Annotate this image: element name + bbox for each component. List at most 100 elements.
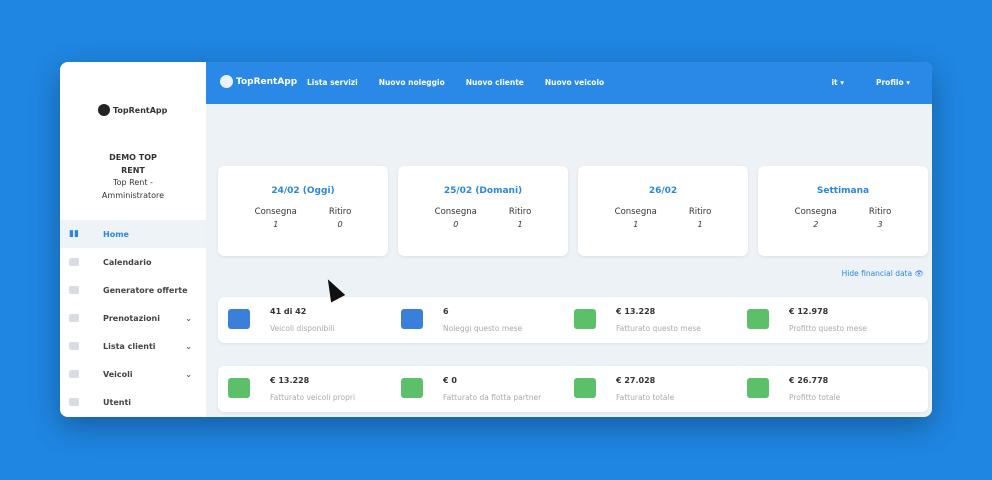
header-logo[interactable]: TopRentApp [220,75,297,88]
ritiro-value: 3 [877,220,883,229]
stat-label: Fatturato veicoli propri [270,393,356,402]
sidebar-item-label: Home [103,229,129,239]
sidebar-menu: ▮▮ Home Calendario Generatore offerte Prenot… [60,220,206,416]
ritiro-count: Ritiro 1 [689,207,711,229]
sidebar-item-label: Veicoli [103,369,133,379]
ritiro-label: Ritiro [688,207,712,217]
stat-value: € 13.228 [270,376,310,385]
nav-link-lista-servizi[interactable]: Lista servizi [307,78,358,87]
user-info: DEMO TOP RENT Top Rent - Amministratore [60,152,206,202]
nav-links: Lista servizi Nuovo noleggio Nuovo cliente… [307,78,604,87]
logo-text: TopRentApp [236,76,298,87]
sidebar-item-utenti[interactable]: Utenti [60,388,206,416]
sidebar: TopRentApp DEMO TOP RENT Top Rent - Ammin… [60,62,206,417]
sidebar-logo[interactable]: TopRentApp [98,104,167,116]
stat-label: Fatturato da flotta partner [443,393,542,402]
card-title: 24/02 (Oggi) [271,186,335,196]
consegna-count: Consegna 2 [795,207,837,229]
banknote-icon [574,309,596,329]
company-name: DEMO TOP RENT [109,153,157,175]
consegna-value: 1 [633,220,639,229]
chevron-down-icon: ⌄ [185,313,192,323]
hide-financial-data-link[interactable]: Hide financial data 👁 [841,269,924,278]
stat-value: € 26.778 [789,376,829,385]
booking-icon [69,314,79,322]
stat-label: Noleggi questo mese [443,324,523,333]
handshake-icon [401,378,423,398]
ritiro-count: Ritiro 0 [329,207,351,229]
clients-icon [69,342,79,350]
sidebar-item-label: Lista clienti [103,341,156,351]
calendar-icon [69,258,79,266]
ritiro-value: 0 [337,220,343,229]
consegna-count: Consegna 0 [435,207,477,229]
cars-icon [228,378,250,398]
stat-item: € 13.228 Fatturato questo mese [564,297,734,343]
sidebar-item-label: Prenotazioni [103,313,160,323]
sidebar-item-calendario[interactable]: Calendario [60,248,206,276]
ritiro-value: 1 [697,220,703,229]
profile-dropdown[interactable]: Profilo ▾ [875,78,910,87]
card-counts: Consegna 1 Ritiro 1 [578,207,748,229]
stat-value: € 0 [443,376,457,385]
stat-value: 6 [443,307,449,316]
sidebar-item-lista-clienti[interactable]: Lista clienti ⌄ [60,332,206,360]
consegna-count: Consegna 1 [255,207,297,229]
consegna-value: 1 [273,220,279,229]
day-summary-card[interactable]: Settimana Consegna 2 Ritiro 3 [758,166,928,256]
logo-icon [220,75,233,88]
stat-value: € 12.978 [789,307,829,316]
dollar-growth-icon [574,378,596,398]
top-navbar: TopRentApp Lista servizi Nuovo noleggio Nu… [206,62,932,104]
sidebar-item-label: Generatore offerte [103,285,188,295]
stats-row-2: € 13.228 Fatturato veicoli propri € 0 Fattu… [218,366,928,412]
offer-icon [69,286,79,294]
logo-text: TopRentApp [113,105,168,115]
banknote-icon [747,309,769,329]
sidebar-item-generatore-offerte[interactable]: Generatore offerte [60,276,206,304]
consegna-label: Consegna [614,207,657,217]
user-icon [69,398,79,406]
stat-item: € 26.778 Profitto totale [737,366,907,412]
stat-item: 6 Noleggi questo mese [391,297,561,343]
card-title: 26/02 [648,186,678,196]
card-title: Settimana [816,186,870,196]
stat-value: 41 di 42 [270,307,307,316]
day-summary-card[interactable]: 25/02 (Domani) Consegna 0 Ritiro 1 [398,166,568,256]
stat-item: € 27.028 Fatturato totale [564,366,734,412]
consegna-value: 2 [813,220,819,229]
bar-chart-icon: ▮▮ [69,229,79,239]
nav-link-nuovo-veicolo[interactable]: Nuovo veicolo [544,78,605,87]
chevron-down-icon: ⌄ [185,341,192,351]
ritiro-label: Ritiro [328,207,352,217]
stat-label: Fatturato totale [616,393,675,402]
car-icon [69,370,79,378]
stat-item: 41 di 42 Veicoli disponibili [218,297,388,343]
sidebar-item-veicoli[interactable]: Veicoli ⌄ [60,360,206,388]
sidebar-item-home[interactable]: ▮▮ Home [60,220,206,248]
stats-row-1: 41 di 42 Veicoli disponibili 6 Noleggi ques… [218,297,928,343]
stat-value: € 13.228 [616,307,656,316]
sidebar-item-prenotazioni[interactable]: Prenotazioni ⌄ [60,304,206,332]
day-summary-card[interactable]: 24/02 (Oggi) Consegna 1 Ritiro 0 [218,166,388,256]
ritiro-label: Ritiro [508,207,532,217]
app-window: TopRentApp DEMO TOP RENT Top Rent - Ammin… [60,62,932,417]
clipboard-icon [401,309,423,329]
stat-label: Veicoli disponibili [270,324,335,333]
day-summary-card[interactable]: 26/02 Consegna 1 Ritiro 1 [578,166,748,256]
consegna-label: Consegna [434,207,477,217]
logo-icon [98,104,110,116]
car-icon [228,309,250,329]
ritiro-count: Ritiro 3 [869,207,891,229]
sidebar-item-label: Utenti [103,397,132,407]
language-dropdown[interactable]: it ▾ [831,78,844,87]
consegna-label: Consegna [794,207,837,217]
nav-link-nuovo-noleggio[interactable]: Nuovo noleggio [378,78,445,87]
chevron-down-icon: ⌄ [185,369,192,379]
stat-item: € 12.978 Profitto questo mese [737,297,907,343]
card-counts: Consegna 0 Ritiro 1 [398,207,568,229]
consegna-count: Consegna 1 [615,207,657,229]
money-bag-icon [747,378,769,398]
stat-label: Profitto questo mese [789,324,867,333]
nav-link-nuovo-cliente[interactable]: Nuovo cliente [465,78,524,87]
